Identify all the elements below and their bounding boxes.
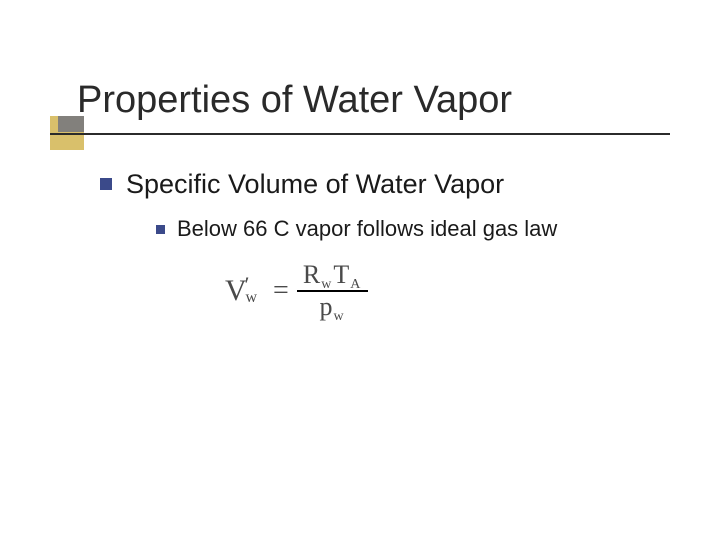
slide-title: Properties of Water Vapor [77, 80, 512, 122]
bullet-level-1-text: Specific Volume of Water Vapor [126, 168, 504, 200]
eq-symbol-R: R [303, 262, 320, 288]
bullet-level-2-text: Below 66 C vapor follows ideal gas law [177, 216, 557, 242]
slide: Properties of Water Vapor Specific Volum… [0, 0, 720, 540]
equation-denominator: p w [314, 292, 352, 322]
square-bullet-icon [100, 178, 112, 190]
eq-subscript-w: w [321, 278, 331, 292]
title-underline [50, 133, 670, 135]
equation-numerator: R w T A [297, 260, 368, 290]
square-bullet-icon [156, 225, 165, 234]
eq-subscript-A: A [350, 278, 360, 292]
eq-symbol-p: p [320, 294, 333, 320]
eq-equals: = [273, 275, 289, 307]
bullet-level-1: Specific Volume of Water Vapor [100, 168, 504, 200]
eq-symbol-T: T [333, 262, 349, 288]
eq-symbol-V: V [225, 276, 247, 306]
equation-fraction: R w T A p w [297, 260, 368, 322]
equation-lhs: V ′ w [225, 276, 263, 306]
bullet-level-2: Below 66 C vapor follows ideal gas law [156, 216, 557, 242]
eq-subscript-w: w [245, 290, 257, 306]
equation: V ′ w = R w T A p w [225, 260, 368, 322]
eq-subscript-w: w [334, 310, 344, 324]
